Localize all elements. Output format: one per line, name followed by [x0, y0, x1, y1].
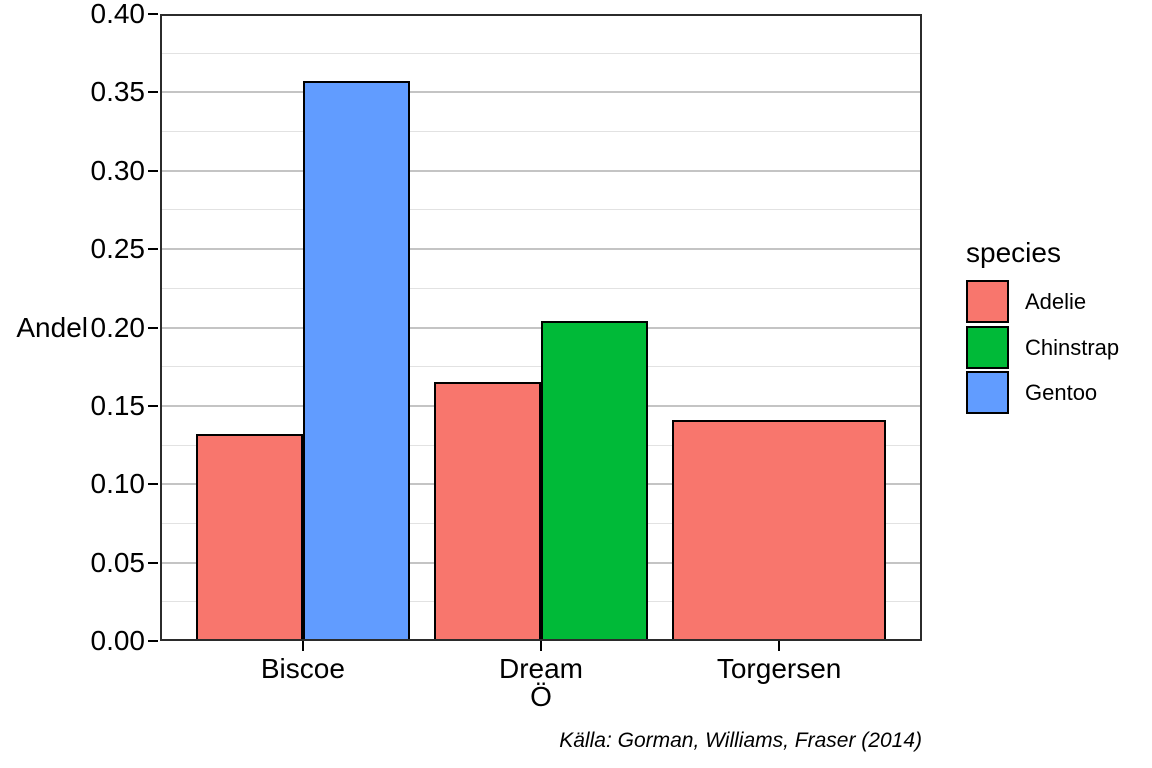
y-axis-tick-label: 0.15 [90, 389, 146, 421]
legend-item: Gentoo [966, 371, 1146, 414]
grid-major-line [160, 169, 922, 172]
legend: species Adelie Chinstrap Gentoo [966, 236, 1146, 417]
y-axis-title: Andel [16, 312, 88, 343]
x-axis-tick [778, 641, 781, 651]
grid-minor-line [160, 52, 922, 54]
grid-minor-line [160, 209, 922, 211]
legend-items: Adelie Chinstrap Gentoo [966, 280, 1146, 417]
bar-adelie-torgersen [671, 419, 887, 641]
bar-adelie-dream [433, 382, 541, 641]
legend-swatch-gentoo [966, 371, 1009, 414]
x-axis-tick-label: Dream [498, 653, 583, 684]
x-axis-tick [540, 641, 542, 651]
bar-adelie-biscoe [195, 434, 303, 641]
grid-minor-line [160, 131, 922, 133]
y-axis-tick-label: 0.25 [90, 233, 146, 265]
y-axis-tick-label: 0.35 [90, 76, 146, 108]
y-axis-tick [148, 561, 158, 564]
y-axis-tick-label: 0.20 [90, 311, 146, 343]
y-axis-tick-label: 0.05 [90, 546, 146, 578]
y-axis-tick [148, 91, 158, 94]
x-axis-tick [301, 641, 304, 651]
x-axis-title: Ö [530, 681, 552, 712]
y-axis-tick [148, 169, 158, 172]
y-axis-tick [148, 326, 158, 329]
legend-item: Chinstrap [966, 325, 1146, 369]
grid-major-line [160, 248, 922, 251]
y-axis-tick [148, 640, 158, 642]
y-axis-tick [148, 13, 158, 15]
legend-item-label: Adelie [1025, 289, 1087, 314]
bar-chinstrap-dream [541, 321, 649, 641]
source-caption: Källa: Gorman, Williams, Fraser (2014) [559, 729, 922, 752]
grid-major-line [160, 91, 922, 94]
legend-item-label: Gentoo [1025, 380, 1098, 405]
grid-minor-line [160, 287, 922, 289]
y-axis-tick [148, 248, 158, 251]
y-axis-tick [148, 404, 158, 407]
legend-swatch-chinstrap [966, 325, 1009, 369]
y-axis-tick [148, 483, 158, 486]
y-axis-tick-label: 0.00 [90, 625, 146, 656]
legend-item-label: Chinstrap [1025, 334, 1120, 360]
y-axis-tick-label: 0.10 [90, 468, 146, 500]
legend-item: Adelie [966, 280, 1146, 323]
x-axis-tick-label: Torgersen [716, 653, 842, 684]
y-axis-tick-label: 0.30 [90, 154, 146, 186]
x-axis-tick-label: Biscoe [260, 653, 345, 684]
legend-title: species [966, 237, 1061, 268]
legend-swatch-adelie [966, 280, 1009, 323]
plot-panel [160, 14, 922, 641]
y-axis-tick-label: 0.40 [90, 0, 146, 29]
bar-gentoo-biscoe [302, 81, 411, 641]
